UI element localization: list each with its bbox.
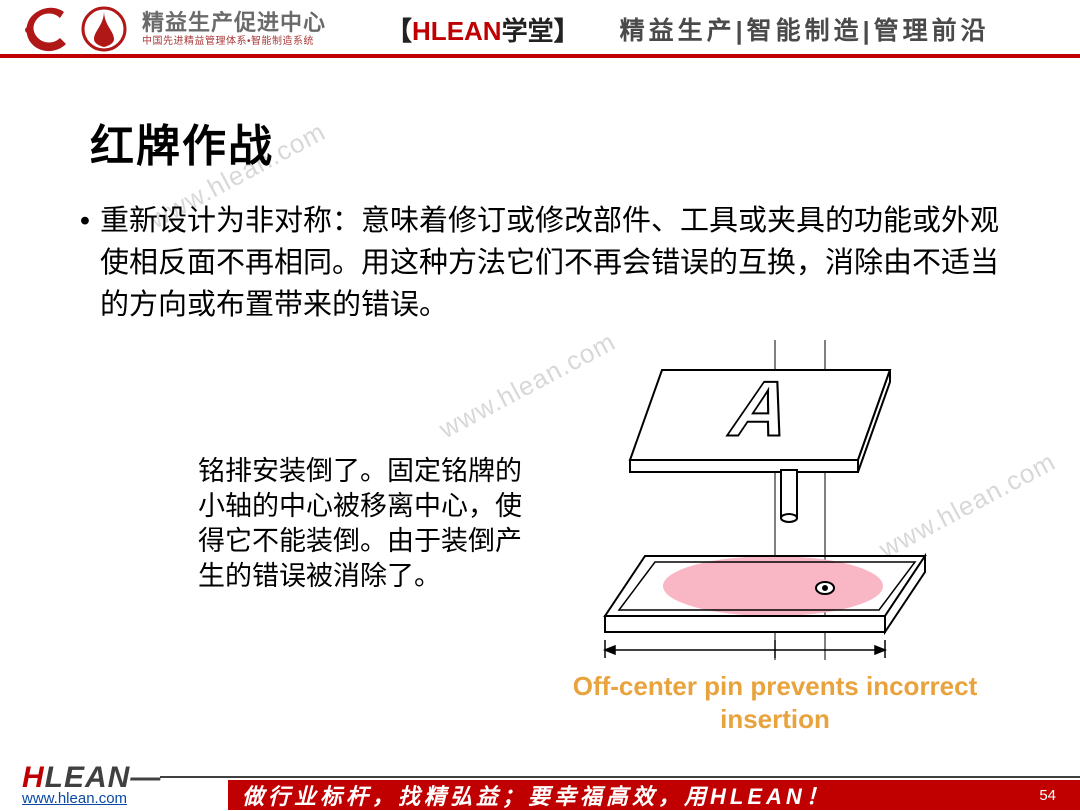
- bullet-body: 重新设计为非对称：意味着修订或修改部件、工具或夹具的功能或外观使相反面不再相同。…: [100, 200, 1000, 326]
- brand-suffix: 学堂: [502, 16, 554, 46]
- org-sub: 中国先进精益管理体系•智能制造系统: [142, 36, 326, 47]
- left-caption: 铭排安装倒了。固定铭牌的小轴的中心被移离中心，使得它不能装倒。由于装倒产生的错误…: [198, 454, 548, 594]
- org-name: 精益生产促进中心: [142, 11, 326, 35]
- footer-hlean: HLEAN—: [22, 763, 161, 793]
- diagram: A: [565, 340, 985, 670]
- footer-url[interactable]: www.hlean.com: [22, 791, 161, 806]
- logo-ring-icon: [80, 5, 128, 53]
- bullet-marker: •: [70, 200, 100, 242]
- footer-bar: 做行业标杆，找精弘益；要幸福高效，用HLEAN！ 54: [228, 780, 1080, 810]
- logo-c-icon: [20, 4, 74, 54]
- orange-caption: Off-center pin prevents incorrect insert…: [555, 670, 995, 735]
- header-nav: 精益生产|智能制造|管理前沿: [620, 11, 990, 47]
- logo-area: 精益生产促进中心 中国先进精益管理体系•智能制造系统: [20, 4, 326, 54]
- logo-text: 精益生产促进中心 中国先进精益管理体系•智能制造系统: [142, 11, 326, 46]
- bracket-open: 【: [386, 16, 412, 46]
- brand-tag: 【HLEAN学堂】: [386, 11, 580, 48]
- footer-slogan: 做行业标杆，找精弘益；要幸福高效，用HLEAN！: [242, 779, 832, 811]
- footer-line: [160, 776, 1080, 778]
- bracket-close: 】: [554, 16, 580, 46]
- page-number: 54: [1039, 787, 1056, 804]
- header: 精益生产促进中心 中国先进精益管理体系•智能制造系统 【HLEAN学堂】 精益生…: [0, 0, 1080, 58]
- bullet-block: •重新设计为非对称：意味着修订或修改部件、工具或夹具的功能或外观使相反面不再相同…: [70, 200, 1010, 326]
- footer-brand: HLEAN— www.hlean.com: [22, 763, 161, 806]
- brand-prefix: HLEAN: [412, 16, 502, 46]
- slide-title: 红牌作战: [90, 110, 274, 174]
- footer-dash: —: [130, 761, 161, 794]
- footer: HLEAN— www.hlean.com 做行业标杆，找精弘益；要幸福高效，用H…: [0, 766, 1080, 810]
